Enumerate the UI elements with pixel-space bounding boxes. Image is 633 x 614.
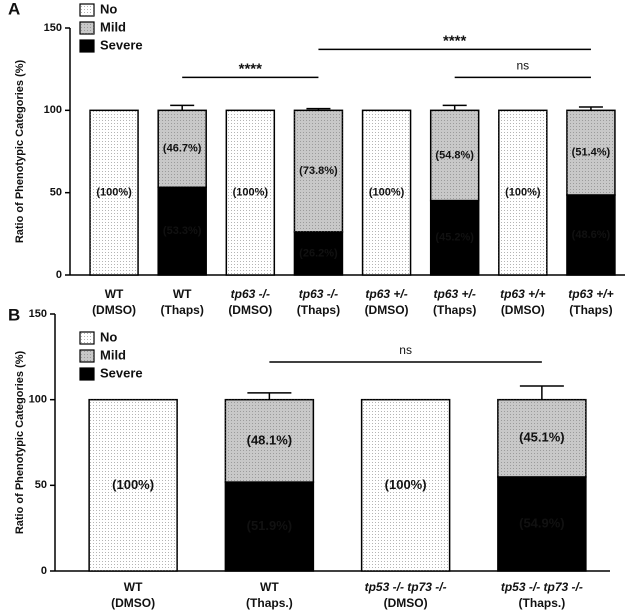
x-tick-label: (Thaps.)	[246, 596, 293, 610]
legend-label: Severe	[100, 365, 143, 380]
data-label: (45.1%)	[519, 430, 565, 445]
x-tick-label: (Thaps)	[569, 303, 612, 317]
data-label: (54.9%)	[519, 515, 565, 530]
data-label: (26.2%)	[299, 247, 338, 259]
data-label: (48.6%)	[572, 229, 611, 241]
y-tick-label: 0	[56, 269, 62, 281]
data-label: (51.4%)	[572, 147, 611, 159]
data-label: (100%)	[505, 187, 541, 199]
bar-pattern	[497, 399, 586, 477]
y-tick-label: 100	[29, 394, 47, 406]
bar-pattern	[430, 110, 479, 201]
x-tick-label: WT	[124, 580, 143, 594]
bar-pattern	[294, 110, 343, 232]
y-tick-label: 0	[41, 565, 47, 577]
data-label: (51.9%)	[247, 518, 293, 533]
data-label: (54.8%)	[435, 149, 474, 161]
x-tick-label: tp63 +/+	[568, 287, 613, 301]
bar-pattern	[226, 110, 275, 275]
data-label: (46.7%)	[163, 143, 202, 155]
legend-label: No	[100, 1, 117, 16]
data-label: (48.1%)	[247, 432, 293, 447]
x-tick-label: tp63 -/-	[231, 287, 270, 301]
y-axis-label: Ratio of Phenotypic Categories (%)	[14, 350, 26, 534]
x-tick-label: tp63 +/+	[500, 287, 545, 301]
bar-pattern	[90, 110, 139, 275]
data-label: (100%)	[96, 187, 132, 199]
bar-pattern	[361, 399, 450, 571]
data-label: (100%)	[112, 477, 154, 492]
legend-pattern	[80, 22, 94, 34]
legend-pattern	[80, 332, 94, 344]
data-label: (100%)	[385, 477, 427, 492]
x-tick-label: (DMSO)	[365, 303, 409, 317]
y-tick-label: 150	[44, 22, 62, 34]
x-tick-label: (DMSO)	[92, 303, 136, 317]
bar-pattern	[566, 110, 615, 195]
bar-pattern	[362, 110, 411, 275]
x-tick-label: tp63 +/-	[434, 287, 476, 301]
bar-pattern	[225, 399, 314, 483]
x-tick-label: WT	[173, 287, 192, 301]
bar-pattern	[89, 399, 178, 571]
bar-segment	[224, 481, 315, 572]
legend-swatch	[79, 39, 95, 53]
bar-pattern	[498, 110, 547, 275]
x-tick-label: (Thaps.)	[519, 596, 566, 610]
x-tick-label: (DMSO)	[111, 596, 155, 610]
panel-label: A	[8, 0, 20, 18]
legend-label: Mild	[100, 19, 126, 34]
x-tick-label: WT	[105, 287, 124, 301]
y-tick-label: 100	[44, 104, 62, 116]
x-tick-label: (Thaps)	[297, 303, 340, 317]
x-tick-label: tp53 -/- tp73 -/-	[365, 580, 447, 594]
bar-segment	[293, 231, 344, 276]
x-tick-label: tp63 +/-	[365, 287, 407, 301]
data-label: (100%)	[233, 187, 269, 199]
bar-segment	[566, 194, 616, 276]
x-tick-label: (Thaps)	[161, 303, 204, 317]
data-label: (45.2%)	[435, 232, 474, 244]
data-label: (73.8%)	[299, 165, 338, 177]
significance-label: ns	[399, 343, 412, 357]
data-label: (100%)	[369, 187, 405, 199]
x-tick-label: tp63 -/-	[299, 287, 338, 301]
bar-pattern	[158, 110, 207, 188]
y-axis-label: Ratio of Phenotypic Categories (%)	[14, 59, 26, 243]
significance-label: ****	[239, 60, 263, 77]
data-label: (53.3%)	[163, 225, 202, 237]
y-tick-label: 150	[29, 308, 47, 320]
significance-label: ****	[443, 32, 467, 49]
legend-label: Mild	[100, 347, 126, 362]
legend-pattern	[80, 350, 94, 362]
legend-label: Severe	[100, 37, 143, 52]
y-tick-label: 50	[50, 187, 62, 199]
y-tick-label: 50	[35, 479, 47, 491]
x-tick-label: (DMSO)	[228, 303, 272, 317]
significance-label: ns	[516, 59, 529, 73]
panel-label: B	[8, 305, 20, 324]
legend-label: No	[100, 329, 117, 344]
x-tick-label: (DMSO)	[384, 596, 428, 610]
x-tick-label: (Thaps)	[433, 303, 476, 317]
legend-swatch	[79, 367, 95, 381]
x-tick-label: WT	[260, 580, 279, 594]
legend-pattern	[80, 4, 94, 16]
x-tick-label: tp53 -/- tp73 -/-	[501, 580, 583, 594]
x-tick-label: (DMSO)	[501, 303, 545, 317]
